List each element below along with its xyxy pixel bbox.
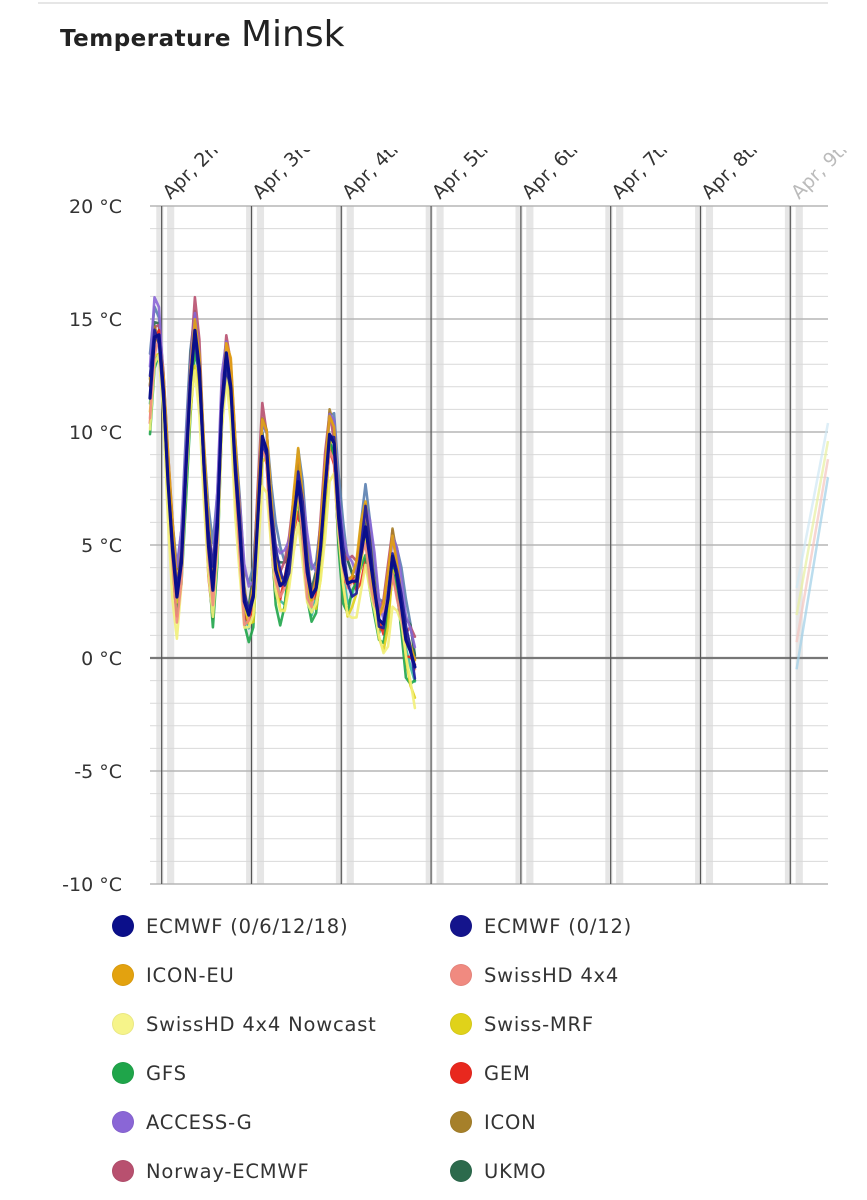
day-label: Apr, 8th: [697, 150, 767, 204]
legend-item[interactable]: SwissHD 4x4 Nowcast: [112, 1004, 377, 1044]
day-label: Apr, 7th: [607, 150, 677, 204]
legend-swatch: [450, 1062, 472, 1084]
y-tick-label: -5 °C: [74, 761, 122, 783]
legend-item[interactable]: ICON-EU: [112, 955, 235, 995]
label-mask: [0, 150, 205, 190]
legend-item[interactable]: Norway-ECMWF: [112, 1151, 310, 1191]
y-tick-label: 5 °C: [81, 535, 122, 557]
legend-item[interactable]: UKMO: [450, 1151, 546, 1191]
title-prefix: Temperature: [60, 26, 231, 52]
legend-item[interactable]: ECMWF (0/12): [450, 906, 632, 946]
legend-label: ECMWF (0/12): [484, 914, 633, 938]
legend-swatch: [450, 1111, 472, 1133]
legend-label: Norway-ECMWF: [146, 1159, 310, 1183]
y-tick-label: 20 °C: [69, 196, 122, 218]
day-label: Apr, 5th: [428, 150, 498, 204]
legend-swatch: [450, 1013, 472, 1035]
day-label: Apr, 4th: [338, 150, 408, 204]
faded-tail: [795, 440, 830, 616]
y-tick-label: -10 °C: [62, 874, 122, 895]
day-label-group: Apr, 8th: [697, 150, 767, 204]
page-title: Temperature Minsk: [60, 14, 344, 64]
legend-swatch: [450, 915, 472, 937]
legend-item[interactable]: SwissHD 4x4: [450, 955, 619, 995]
legend-swatch: [112, 1160, 134, 1182]
legend-swatch: [112, 1013, 134, 1035]
legend-item[interactable]: Swiss-MRF: [450, 1004, 594, 1044]
day-label-group: Apr, 3rd: [248, 150, 318, 204]
legend-label: ICON-EU: [146, 963, 235, 987]
legend-item[interactable]: ICON: [450, 1102, 537, 1142]
legend-label: ACCESS-G: [146, 1110, 253, 1134]
legend-label: UKMO: [484, 1159, 547, 1183]
faded-tail: [795, 458, 830, 643]
legend-label: SwissHD 4x4: [484, 963, 620, 987]
legend-item[interactable]: GEM: [450, 1053, 531, 1093]
y-tick-label: 0 °C: [81, 648, 122, 670]
temperature-chart: 20 °C15 °C10 °C5 °C0 °C-5 °C-10 °CApr, 2…: [0, 150, 857, 895]
legend-label: GFS: [146, 1061, 187, 1085]
legend-item[interactable]: ECMWF (0/6/12/18): [112, 906, 348, 946]
faded-tail: [795, 422, 830, 589]
top-divider: [38, 2, 828, 4]
legend-swatch: [450, 1160, 472, 1182]
legend-label: SwissHD 4x4 Nowcast: [146, 1012, 377, 1036]
legend-swatch: [450, 964, 472, 986]
legend-label: ICON: [484, 1110, 537, 1134]
series-line: [148, 353, 417, 710]
faded-tail: [795, 476, 830, 670]
day-label-group: Apr, 4th: [338, 150, 408, 204]
day-label: Apr, 6th: [518, 150, 588, 204]
legend-swatch: [112, 1062, 134, 1084]
legend-swatch: [112, 915, 134, 937]
day-label-group: Apr, 7th: [607, 150, 677, 204]
title-city: Minsk: [240, 14, 345, 55]
legend-item[interactable]: GFS: [112, 1053, 187, 1093]
legend-label: Swiss-MRF: [484, 1012, 594, 1036]
legend-swatch: [112, 1111, 134, 1133]
legend-item[interactable]: ACCESS-G: [112, 1102, 253, 1142]
day-label: Apr, 3rd: [248, 150, 318, 204]
day-label-group: Apr, 9th: [787, 150, 857, 204]
legend-swatch: [112, 964, 134, 986]
day-label: Apr, 9th: [787, 150, 857, 204]
day-label-group: Apr, 6th: [518, 150, 588, 204]
legend-label: GEM: [484, 1061, 531, 1085]
y-tick-label: 15 °C: [69, 309, 122, 331]
series-line: [148, 328, 417, 669]
legend-label: ECMWF (0/6/12/18): [146, 914, 349, 938]
day-label-group: Apr, 5th: [428, 150, 498, 204]
y-tick-label: 10 °C: [69, 422, 122, 444]
